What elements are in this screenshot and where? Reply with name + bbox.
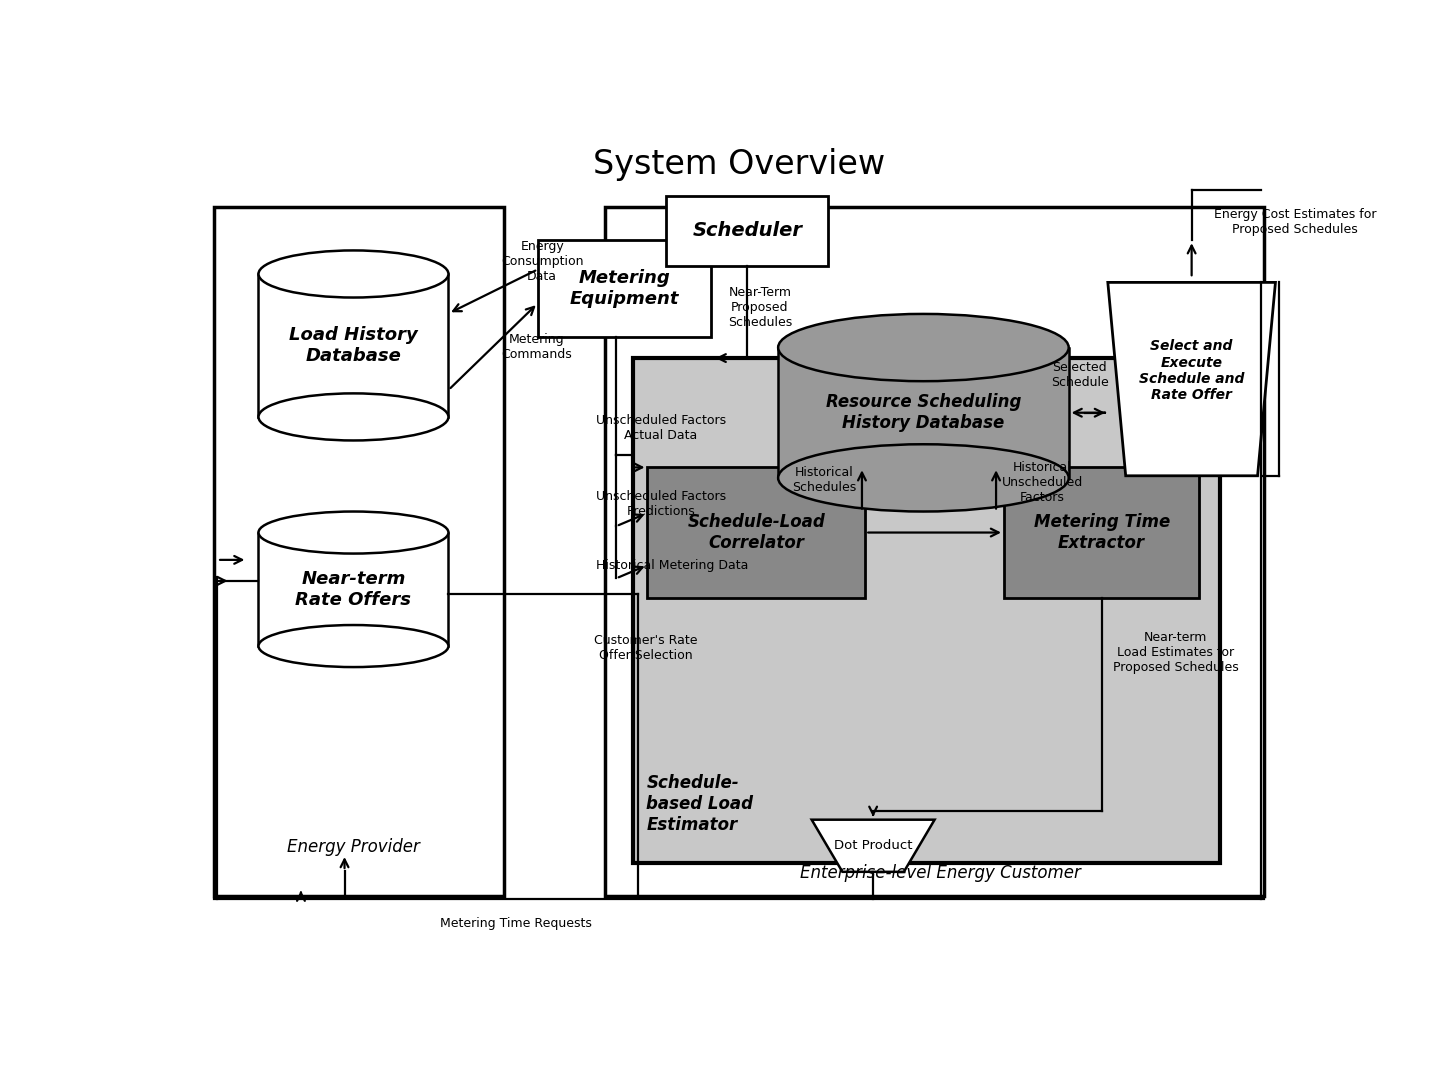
Text: Historical
Schedules: Historical Schedules [792, 466, 857, 494]
Ellipse shape [258, 511, 448, 554]
Text: Enterprise-level Energy Customer: Enterprise-level Energy Customer [800, 864, 1080, 881]
Ellipse shape [779, 313, 1069, 381]
Polygon shape [258, 533, 448, 646]
Text: System Overview: System Overview [593, 149, 885, 181]
Text: Dot Product: Dot Product [833, 840, 913, 852]
FancyBboxPatch shape [538, 240, 711, 337]
Text: Schedule-
based Load
Estimator: Schedule- based Load Estimator [646, 774, 753, 833]
Polygon shape [779, 347, 1069, 478]
Text: Near-term
Load Estimates for
Proposed Schedules: Near-term Load Estimates for Proposed Sc… [1113, 631, 1239, 674]
Text: Unscheduled Factors
Predictions: Unscheduled Factors Predictions [596, 490, 727, 518]
Ellipse shape [258, 250, 448, 297]
Text: Metering Time Requests: Metering Time Requests [440, 916, 591, 929]
Text: Resource Scheduling
History Database: Resource Scheduling History Database [826, 393, 1021, 432]
Text: Unscheduled Factors
Actual Data: Unscheduled Factors Actual Data [596, 414, 727, 442]
Text: Selected
Schedule: Selected Schedule [1051, 360, 1109, 389]
FancyBboxPatch shape [213, 206, 505, 897]
Text: Metering
Equipment: Metering Equipment [570, 270, 679, 308]
Text: Schedule-Load
Correlator: Schedule-Load Correlator [688, 513, 825, 551]
FancyBboxPatch shape [633, 358, 1220, 863]
FancyBboxPatch shape [647, 467, 865, 597]
Text: Select and
Execute
Schedule and
Rate Offer: Select and Execute Schedule and Rate Off… [1139, 340, 1244, 402]
Text: Energy
Consumption
Data: Energy Consumption Data [500, 240, 584, 283]
Text: Energy Cost Estimates for
Proposed Schedules: Energy Cost Estimates for Proposed Sched… [1214, 209, 1377, 236]
Text: Historical
Unscheduled
Factors: Historical Unscheduled Factors [1002, 461, 1083, 505]
Text: Scheduler: Scheduler [692, 222, 802, 240]
FancyBboxPatch shape [1004, 467, 1200, 597]
Text: Near-term
Rate Offers: Near-term Rate Offers [296, 570, 411, 608]
Ellipse shape [258, 625, 448, 667]
Polygon shape [1107, 283, 1275, 476]
Text: Metering
Commands: Metering Commands [500, 333, 571, 361]
Ellipse shape [779, 444, 1069, 511]
Text: Near-Term
Proposed
Schedules: Near-Term Proposed Schedules [728, 286, 792, 329]
Text: Load History
Database: Load History Database [288, 327, 418, 365]
FancyBboxPatch shape [666, 195, 828, 265]
Text: Energy Provider: Energy Provider [287, 839, 420, 856]
Text: Metering Time
Extractor: Metering Time Extractor [1034, 513, 1169, 551]
FancyBboxPatch shape [606, 206, 1265, 897]
Text: Historical Metering Data: Historical Metering Data [596, 559, 748, 571]
Polygon shape [812, 820, 934, 871]
Text: Customer's Rate
Offer Selection: Customer's Rate Offer Selection [594, 634, 698, 662]
Polygon shape [258, 274, 448, 417]
Ellipse shape [258, 393, 448, 440]
